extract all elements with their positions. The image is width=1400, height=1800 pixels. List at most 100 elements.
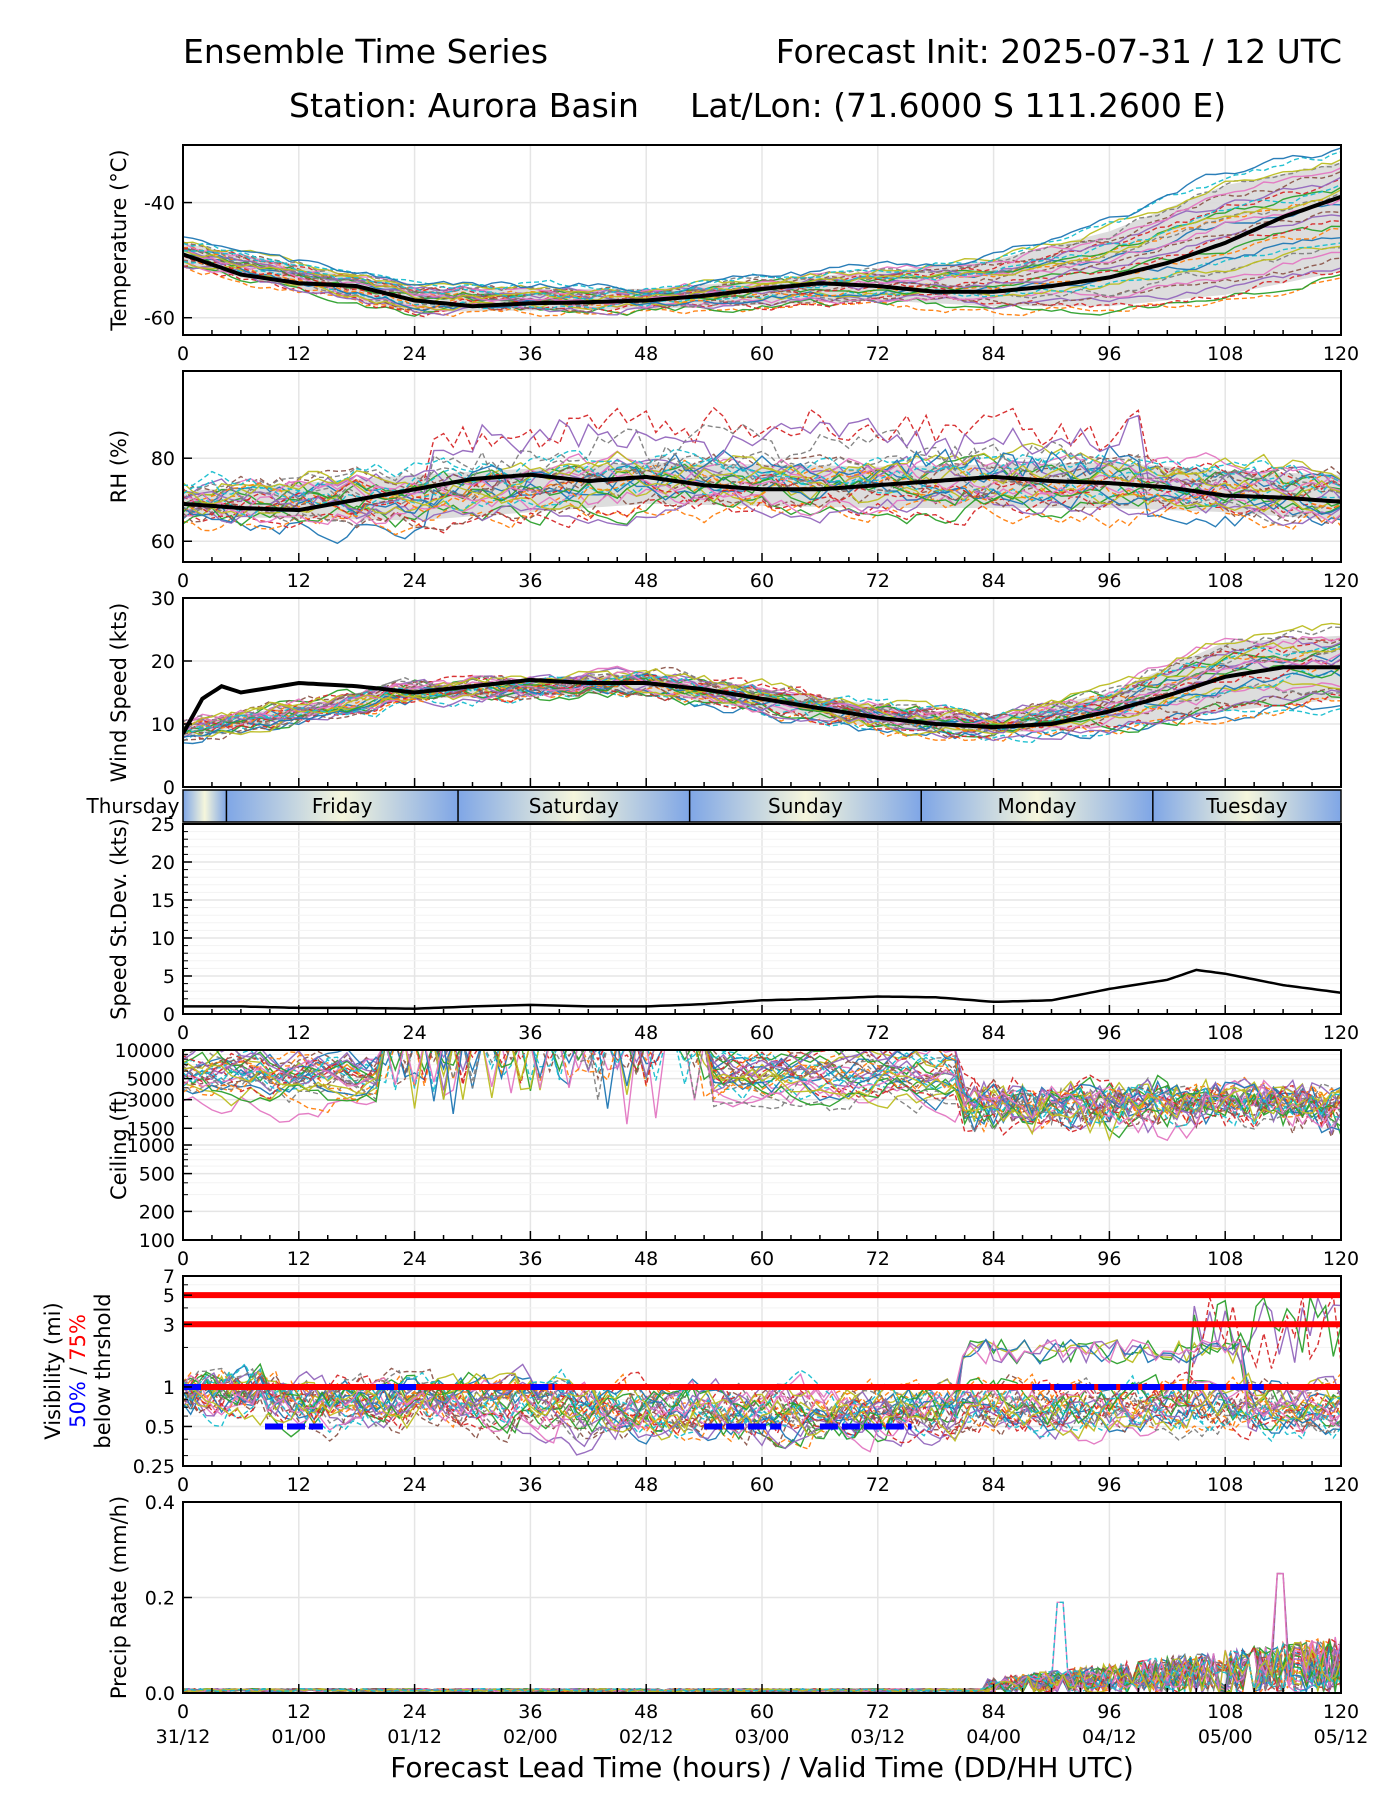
label-separator: / [66, 1361, 90, 1381]
day-bar: Thursday Friday Saturday Sunday Monday Tuesda… [86, 789, 1342, 823]
y-tick-label: 5000 [127, 1069, 175, 1091]
visibility-panel: Visibility (mi) 50% / 75% below thrshold 7 5… [41, 1266, 1359, 1496]
x-tick-label: 84 [982, 343, 1006, 365]
member-line-26 [183, 1050, 1341, 1130]
x-tick-label: 12 [287, 570, 311, 592]
member-line-2 [183, 642, 1341, 732]
y-tick-label: 1500 [127, 1118, 175, 1140]
x-tick-label: 72 [866, 343, 890, 365]
ensemble-mean-line [183, 472, 1341, 513]
x-axis-label: Forecast Lead Time (hours) / Valid Time … [390, 1751, 1134, 1784]
member-line-10 [183, 448, 1341, 495]
x-tick-label: 84 [982, 1474, 1006, 1496]
x-tick-label: 0 [177, 1248, 189, 1270]
member-line-29 [183, 1050, 1341, 1142]
member-line-27 [183, 1050, 1341, 1142]
y-tick-label: 1000 [127, 1135, 175, 1157]
x-tick-label: 120 [1323, 343, 1359, 365]
mean-layer [183, 968, 1341, 1010]
member-line-14 [183, 264, 1341, 318]
day-segment [226, 790, 459, 822]
x-tick-label: 24 [403, 1701, 427, 1723]
member-line-15 [183, 1338, 1341, 1447]
member-line-6 [183, 170, 1341, 294]
member-line-15 [183, 488, 1341, 527]
y-tick-label: 30 [151, 588, 175, 610]
member-line-30 [183, 1369, 1341, 1433]
y-tick-label: 60 [151, 531, 175, 553]
y-tick-label: 7 [163, 1266, 175, 1288]
x-tick-label: 108 [1207, 1022, 1243, 1044]
member-line-8 [183, 162, 1341, 296]
x-tick-label: 108 [1207, 1474, 1243, 1496]
day-label: Monday [998, 794, 1077, 818]
day-segment [921, 790, 1153, 822]
x-tick-label: 120 [1323, 1022, 1359, 1044]
day-segment [689, 790, 922, 822]
member-line-28 [183, 457, 1341, 514]
day-label: Tuesday [1205, 794, 1288, 818]
x-tick-label: 24 [403, 570, 427, 592]
temperature-ylabel: Temperature (°C) [107, 149, 131, 331]
x-tick-label: 72 [866, 1474, 890, 1496]
x-tick-label: 96 [1097, 343, 1121, 365]
y-tick-label: 1 [163, 1377, 175, 1399]
x-tick-label: 0 [177, 1701, 189, 1723]
x-tick-label: 60 [750, 343, 774, 365]
ensemble-members [183, 1050, 1341, 1142]
x-tick-label: 0 [177, 1474, 189, 1496]
member-line-14 [183, 681, 1341, 740]
station-latlon: Lat/Lon: (71.6000 S 111.2600 E) [690, 86, 1227, 125]
x-tick-label: 96 [1097, 1022, 1121, 1044]
visibility-ylabel: Visibility (mi) 50% / 75% below thrshold [41, 1293, 115, 1448]
x-tick-label: 12 [287, 1701, 311, 1723]
member-line-22 [183, 665, 1341, 733]
y-tick-label: -60 [144, 308, 175, 330]
x-tick-label: 72 [866, 1248, 890, 1270]
x-tick-label: 60 [750, 1474, 774, 1496]
x-tick-label: 96 [1097, 1248, 1121, 1270]
y-tick-label: 0.0 [145, 1683, 175, 1705]
visibility-ylabel-main: Visibility (mi) [41, 1302, 65, 1439]
x-tick-label: 84 [982, 1248, 1006, 1270]
day-segment [183, 790, 227, 822]
member-line-24 [183, 473, 1341, 516]
member-line-4 [183, 406, 1341, 507]
member-line-21 [183, 1338, 1341, 1443]
x-tick-label: 12 [287, 343, 311, 365]
valid-time-tick-label: 01/12 [387, 1726, 442, 1748]
ensemble-members [183, 1293, 1341, 1456]
exceedance-segments [183, 1383, 1264, 1430]
y-tick-label: 3 [163, 1314, 175, 1336]
x-tick-label: 48 [634, 570, 658, 592]
x-tick-label: 24 [403, 343, 427, 365]
member-line-2 [183, 1369, 1341, 1450]
valid-time-tick-label: 02/00 [503, 1726, 558, 1748]
valid-time-tick-label: 04/12 [1082, 1726, 1137, 1748]
member-line-30 [183, 1050, 1341, 1128]
x-tick-label: 48 [634, 1474, 658, 1496]
day-label: Friday [312, 794, 373, 818]
y-tick-label: 3000 [127, 1090, 175, 1112]
member-line-25 [183, 1370, 1341, 1450]
day-label: Thursday [86, 794, 180, 818]
y-tick-label: 10 [151, 714, 175, 736]
member-line-28 [183, 1050, 1341, 1134]
member-line-23 [183, 1296, 1341, 1440]
x-tick-label: 108 [1207, 343, 1243, 365]
label-50-percent: 50% [66, 1381, 90, 1428]
member-line-27 [183, 1338, 1341, 1453]
x-tick-label: 60 [750, 1022, 774, 1044]
y-tick-label: 5 [163, 966, 175, 988]
x-tick-label: 36 [518, 1701, 542, 1723]
member-line-22 [183, 1050, 1341, 1130]
member-line-27 [183, 463, 1341, 514]
member-line-12 [183, 265, 1341, 318]
member-line-12 [183, 495, 1341, 536]
x-tick-label: 48 [634, 1022, 658, 1044]
member-line-16 [183, 1050, 1341, 1136]
x-tick-label: 108 [1207, 1248, 1243, 1270]
x-tick-label: 36 [518, 1474, 542, 1496]
member-line-25 [183, 658, 1341, 734]
